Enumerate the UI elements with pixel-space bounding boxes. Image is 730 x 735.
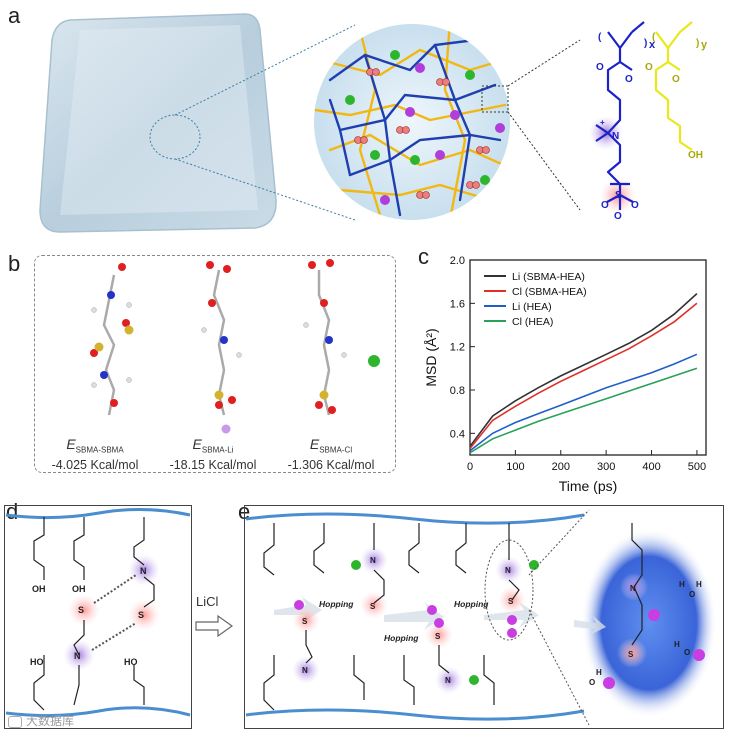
svg-text:): ) <box>644 38 647 49</box>
legend-label-1: Li (SBMA-HEA) <box>512 271 585 283</box>
svg-text:(: ( <box>652 32 656 43</box>
hopping-label-3: Hopping <box>454 599 489 609</box>
energy-sbma-sbma: ESBMA-SBMA -4.025 Kcal/mol <box>51 436 139 472</box>
x-tick-label: 100 <box>506 461 524 473</box>
watermark-icon <box>8 715 22 728</box>
energy-sbma-cl: ESBMA-Cl -1.306 Kcal/mol <box>287 436 375 472</box>
polymer-structure <box>589 21 693 214</box>
svg-text:H: H <box>596 668 602 677</box>
x-axis-label: Time (ps) <box>559 478 618 494</box>
dft-structures <box>90 259 380 434</box>
svg-text:N: N <box>140 566 147 576</box>
svg-text:O: O <box>672 74 680 85</box>
svg-text:N: N <box>630 584 636 593</box>
svg-text:S: S <box>138 610 144 620</box>
svg-text:S: S <box>302 617 308 626</box>
svg-text:O: O <box>684 648 690 657</box>
y-tick-label: 1.2 <box>450 342 465 354</box>
svg-text:O: O <box>589 678 595 687</box>
series-line-2 <box>469 302 698 450</box>
svg-text:N: N <box>505 566 511 575</box>
licl-arrow <box>195 614 234 638</box>
svg-text:S: S <box>628 650 634 659</box>
series-line-4 <box>469 367 698 454</box>
svg-text:(: ( <box>598 32 602 43</box>
hopping-label-2: Hopping <box>384 633 419 643</box>
y-tick-label: 0.8 <box>450 385 465 397</box>
svg-text:S: S <box>370 602 376 611</box>
svg-text:O: O <box>625 74 633 85</box>
svg-text:N: N <box>612 131 619 142</box>
svg-text:O: O <box>596 62 604 73</box>
svg-text:HO: HO <box>124 657 138 667</box>
svg-text:S: S <box>615 190 622 201</box>
series-line-3 <box>469 353 698 452</box>
legend-label-2: Cl (SBMA-HEA) <box>512 286 587 298</box>
hydroxyl-label: OH <box>688 150 703 161</box>
energy-sbma-li: ESBMA-Li -18.15 Kcal/mol <box>169 436 257 472</box>
svg-text:N: N <box>302 666 308 675</box>
msd-chart: 0 100 200 300 400 500 0.4 0.8 1.2 1.6 2.0 Time (ps)… <box>423 255 707 494</box>
svg-text:O: O <box>689 590 695 599</box>
svg-text:O: O <box>614 211 622 222</box>
plot-frame <box>469 259 707 456</box>
watermark: 大数据库 <box>8 712 74 729</box>
licl-label: LiCl <box>196 594 219 609</box>
panel-a-figure: ( ) ( ) O O O O N + S O O O x y OH <box>39 13 708 233</box>
svg-text:): ) <box>696 38 699 49</box>
svg-text:N: N <box>445 676 451 685</box>
panel-b-label: b <box>8 251 21 276</box>
legend-label-3: Li (HEA) <box>512 301 552 313</box>
panel-a-label: a <box>8 3 21 28</box>
x-tick-label: 400 <box>642 461 660 473</box>
x-tick-label: 0 <box>467 461 473 473</box>
svg-text:N: N <box>74 651 81 661</box>
panel-d-box <box>4 505 192 729</box>
subscript-y: y <box>701 39 708 51</box>
y-tick-label: 0.4 <box>450 428 465 440</box>
panel-c-label: c <box>418 244 429 269</box>
y-tick-label: 1.6 <box>450 298 465 310</box>
svg-text:+: + <box>600 118 605 127</box>
svg-text:HO: HO <box>30 657 44 667</box>
subscript-x: x <box>649 39 656 51</box>
panel-b-box <box>34 255 396 473</box>
hydrogel-photo <box>39 13 277 233</box>
svg-text:O: O <box>631 200 639 211</box>
svg-text:H: H <box>696 580 702 589</box>
legend-label-4: Cl (HEA) <box>512 316 553 328</box>
y-axis-label: MSD (Å²) <box>423 328 439 386</box>
svg-text:S: S <box>78 605 84 615</box>
svg-text:O: O <box>645 62 653 73</box>
panel-d-figure: S S N N OH OH HO HO <box>5 507 191 718</box>
svg-text:S: S <box>508 597 514 606</box>
svg-text:O: O <box>601 200 609 211</box>
x-tick-label: 200 <box>552 461 570 473</box>
svg-text:H: H <box>679 580 685 589</box>
svg-text:OH: OH <box>72 584 86 594</box>
svg-text:OH: OH <box>32 584 46 594</box>
y-tick-label: 2.0 <box>450 255 465 267</box>
series-line-1 <box>469 293 698 447</box>
svg-text:N: N <box>370 556 376 565</box>
x-tick-label: 500 <box>688 461 706 473</box>
svg-text:S: S <box>435 632 441 641</box>
hopping-label-1: Hopping <box>319 599 354 609</box>
x-tick-label: 300 <box>597 461 615 473</box>
svg-text:H: H <box>674 640 680 649</box>
panel-e-box <box>244 505 724 729</box>
